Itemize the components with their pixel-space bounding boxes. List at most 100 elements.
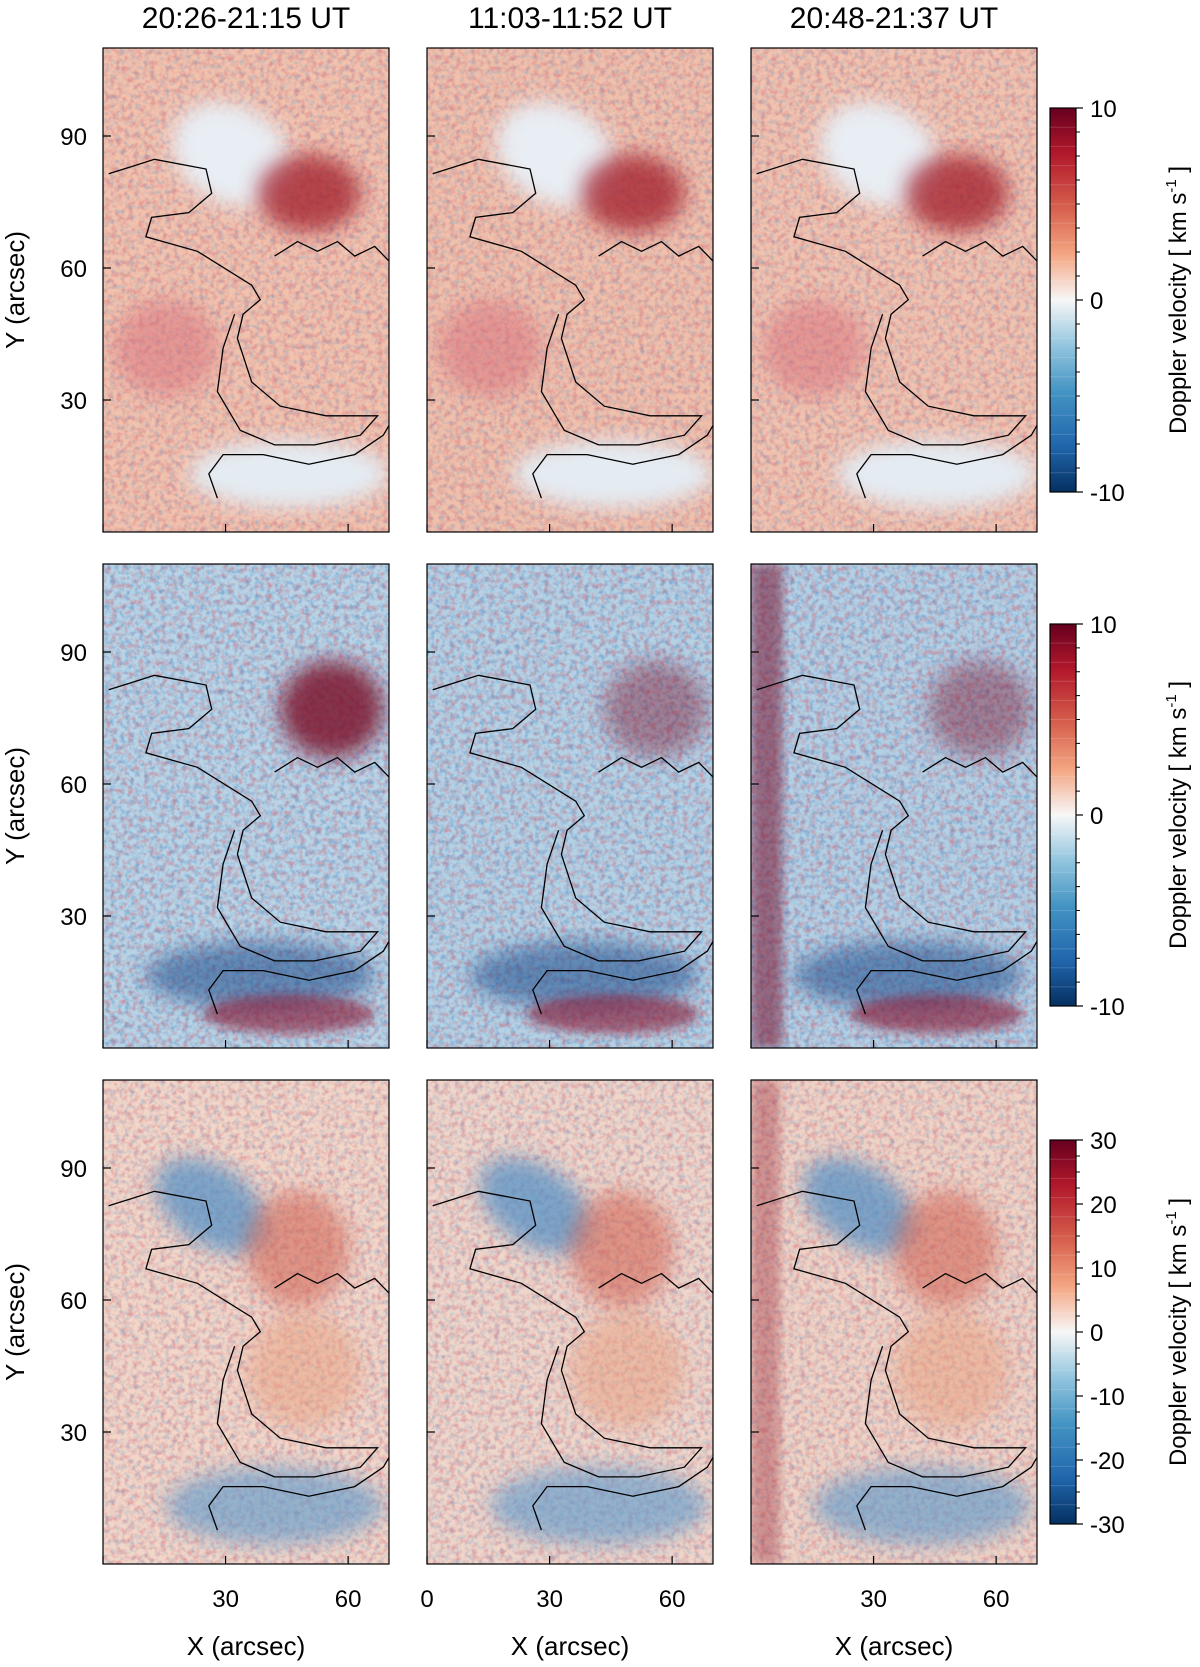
contour-line <box>274 1272 389 1294</box>
x-tick-label-30: 30 <box>212 1586 239 1613</box>
colorbar-tick-label: 0 <box>1090 288 1103 315</box>
x-tick-label-60: 60 <box>659 1586 686 1613</box>
column-title-1: 20:26-21:15 UT <box>142 2 350 35</box>
colorbar-tick-label: 0 <box>1090 1320 1103 1347</box>
colorbar-tick-label: 10 <box>1090 612 1117 639</box>
contour-line <box>922 1272 1037 1294</box>
colorbar-unit-close: ] <box>1165 166 1192 179</box>
contour-line <box>532 425 713 499</box>
column-title-2: 11:03-11:52 UT <box>468 2 672 35</box>
map-panel-r2-c3 <box>750 563 1038 1049</box>
colorbar-unit-close: ] <box>1165 1198 1192 1211</box>
y-tick-label-60: 60 <box>60 1288 87 1315</box>
panel-frame <box>750 1079 1038 1565</box>
y-tick-label-90: 90 <box>60 124 87 151</box>
y-tick-label-30: 30 <box>60 388 87 415</box>
map-panel-r1-c2 <box>426 47 714 533</box>
contour-line <box>208 1457 389 1531</box>
map-panel-r3-c3 <box>750 1079 1038 1565</box>
colorbar-tick-label: -10 <box>1090 994 1125 1021</box>
contour-line <box>432 1190 704 1478</box>
contour-line <box>532 941 713 1015</box>
map-panel-r2-c2 <box>426 563 714 1049</box>
colorbar-unit-close: ] <box>1165 681 1192 694</box>
colorbar-label: Doppler velocity [ km s-1 ] <box>1163 166 1192 434</box>
x-tick-label-30: 30 <box>860 1586 887 1613</box>
map-panel-r1-c3 <box>750 47 1038 533</box>
panel-frame <box>750 563 1038 1049</box>
y-tick-label-30: 30 <box>60 904 87 931</box>
colorbar-tick-label: 10 <box>1090 96 1117 123</box>
y-axis-label: Y (arcsec) <box>0 231 30 349</box>
contour-line <box>108 158 380 446</box>
x-axis-label: X (arcsec) <box>511 1631 629 1661</box>
colorbar-tick-label: -30 <box>1090 1512 1125 1539</box>
colorbar-gradient <box>1049 623 1077 1007</box>
y-tick-label-60: 60 <box>60 772 87 799</box>
map-panel-r1-c1 <box>102 47 390 533</box>
y-tick-label-90: 90 <box>60 1156 87 1183</box>
contour-line <box>598 1272 713 1294</box>
panel-frame <box>102 1079 390 1565</box>
panel-frame <box>102 563 390 1049</box>
y-axis-label: Y (arcsec) <box>0 747 30 865</box>
contour-line <box>856 1457 1037 1531</box>
map-panel-r2-c1 <box>102 563 390 1049</box>
colorbar-label-text: Doppler velocity [ km s <box>1165 193 1192 434</box>
x-tick-label-30: 30 <box>536 1586 563 1613</box>
y-tick-label-90: 90 <box>60 640 87 667</box>
panel-frame <box>426 1079 714 1565</box>
contour-line <box>274 240 389 262</box>
colorbar-tick-label: -10 <box>1090 480 1125 507</box>
contour-line <box>922 756 1037 778</box>
contour-line <box>922 240 1037 262</box>
contour-line <box>756 158 1028 446</box>
x-tick-label-60: 60 <box>335 1586 362 1613</box>
colorbar-row-3: 30 20 10 0 -10 -20 -30 Doppler velocity [ km s-… <box>1049 1128 1192 1539</box>
colorbar-label-text: Doppler velocity [ km s <box>1165 708 1192 949</box>
contour-line <box>108 1190 380 1478</box>
contour-line <box>532 1457 713 1531</box>
colorbar-label: Doppler velocity [ km s-1 ] <box>1163 1198 1192 1466</box>
column-title-3: 20:48-21:37 UT <box>790 2 998 35</box>
contour-line <box>432 158 704 446</box>
colorbar-unit-superscript: -1 <box>1163 179 1180 192</box>
colorbar-label-text: Doppler velocity [ km s <box>1165 1225 1192 1466</box>
y-tick-label-60: 60 <box>60 256 87 283</box>
colorbar-row-2: 10 0 -10 Doppler velocity [ km s-1 ] <box>1049 612 1192 1021</box>
panel-frame <box>750 47 1038 533</box>
colorbar-gradient <box>1049 107 1077 493</box>
contour-line <box>856 425 1037 499</box>
panel-frame <box>102 47 390 533</box>
x-tick-label-60: 60 <box>983 1586 1010 1613</box>
map-panel-r3-c2 <box>426 1079 714 1565</box>
colorbar-tick-label: 20 <box>1090 1192 1117 1219</box>
contour-line <box>432 674 704 962</box>
x-axis-label: X (arcsec) <box>187 1631 305 1661</box>
panel-frame <box>426 47 714 533</box>
colorbar-tick-label: 0 <box>1090 803 1103 830</box>
colorbar-tick-label: -20 <box>1090 1448 1125 1475</box>
colorbar-gradient <box>1049 1139 1077 1525</box>
colorbar-label: Doppler velocity [ km s-1 ] <box>1163 681 1192 949</box>
contour-line <box>756 674 1028 962</box>
contour-line <box>208 425 389 499</box>
y-axis-label: Y (arcsec) <box>0 1263 30 1381</box>
colorbar-unit-superscript: -1 <box>1163 694 1180 707</box>
colorbar-row-1: 10 0 -10 Doppler velocity [ km s-1 ] <box>1049 96 1192 507</box>
x-axis-label: X (arcsec) <box>835 1631 953 1661</box>
contour-line <box>108 674 380 962</box>
contour-line <box>598 756 713 778</box>
panel-frame <box>426 563 714 1049</box>
contour-line <box>756 1190 1028 1478</box>
x-tick-label-0: 0 <box>420 1586 433 1613</box>
y-tick-label-30: 30 <box>60 1420 87 1447</box>
colorbar-tick-label: 10 <box>1090 1256 1117 1283</box>
contour-line <box>598 240 713 262</box>
map-panel-r3-c1 <box>102 1079 390 1565</box>
contour-line <box>856 941 1037 1015</box>
contour-line <box>274 756 389 778</box>
contour-line <box>208 941 389 1015</box>
colorbar-tick-label: -10 <box>1090 1384 1125 1411</box>
